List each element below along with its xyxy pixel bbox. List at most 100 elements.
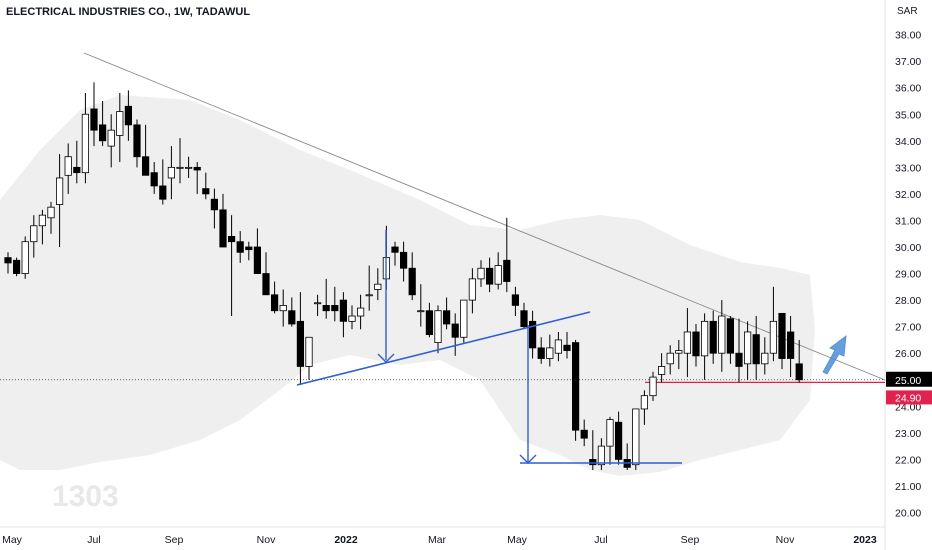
bullish-candle-body bbox=[116, 111, 124, 136]
symbol-watermark: 1303 bbox=[52, 480, 119, 513]
candle bbox=[408, 252, 416, 301]
bearish-candle-body bbox=[442, 310, 451, 325]
y-tick-label: 30.00 bbox=[895, 242, 921, 254]
bearish-candle-body bbox=[124, 105, 132, 126]
candle bbox=[425, 302, 434, 338]
candle bbox=[21, 236, 29, 279]
y-tick-label: 31.00 bbox=[895, 215, 921, 227]
bullish-candle-body bbox=[434, 310, 442, 343]
bearish-candle-body bbox=[778, 312, 786, 359]
descending-trendline bbox=[83, 52, 886, 381]
bullish-candle-body bbox=[313, 302, 322, 305]
bearish-candle-body bbox=[90, 108, 98, 131]
bearish-candle-body bbox=[227, 235, 236, 243]
candle bbox=[442, 297, 451, 330]
x-tick-label: Nov bbox=[257, 534, 276, 546]
x-tick-label: Jul bbox=[594, 534, 607, 546]
currency-label: SAR bbox=[897, 6, 918, 17]
candle bbox=[4, 252, 12, 274]
candle bbox=[141, 124, 150, 176]
candle bbox=[615, 411, 623, 465]
candle bbox=[116, 93, 124, 163]
candle bbox=[47, 201, 55, 234]
bullish-candle-body bbox=[701, 320, 709, 357]
candle bbox=[787, 316, 795, 378]
x-tick-label: May bbox=[2, 534, 23, 546]
candle bbox=[666, 345, 674, 375]
bullish-candle-body bbox=[761, 352, 769, 365]
candle bbox=[348, 305, 356, 330]
candle bbox=[572, 339, 580, 441]
bearish-candle-body bbox=[322, 305, 330, 312]
bearish-candle-body bbox=[589, 458, 597, 466]
bullish-candle-body bbox=[477, 267, 485, 280]
bullish-candle-body bbox=[546, 347, 554, 359]
bullish-candle-body bbox=[683, 331, 692, 354]
y-tick-label: 22.00 bbox=[895, 454, 921, 466]
bearish-candle-body bbox=[451, 323, 459, 338]
candle bbox=[546, 334, 554, 367]
candle bbox=[494, 252, 502, 290]
candle bbox=[245, 241, 253, 261]
candle bbox=[391, 241, 399, 266]
bearish-candle-body bbox=[735, 352, 743, 367]
candle bbox=[537, 337, 545, 364]
bullish-candle-body bbox=[356, 307, 365, 317]
bearish-candle-body bbox=[4, 257, 12, 264]
support-price-value: 24.90 bbox=[895, 392, 921, 404]
candle bbox=[296, 292, 305, 386]
candle bbox=[692, 323, 700, 367]
candle bbox=[718, 300, 726, 372]
bearish-candle-body bbox=[296, 320, 305, 367]
bearish-candle-body bbox=[399, 251, 408, 269]
bullish-candle-body bbox=[632, 408, 640, 466]
bearish-candle-body bbox=[795, 363, 803, 381]
bullish-candle-body bbox=[38, 214, 47, 227]
candle bbox=[554, 331, 563, 362]
candle bbox=[485, 257, 494, 293]
candle bbox=[184, 156, 193, 178]
candle bbox=[529, 310, 537, 359]
bearish-candle-body bbox=[219, 209, 227, 248]
bullish-candle-body bbox=[606, 419, 614, 447]
price-envelope bbox=[0, 95, 815, 476]
bullish-candle-body bbox=[649, 376, 657, 397]
bullish-candle-body bbox=[107, 129, 115, 147]
bullish-candle-body bbox=[184, 166, 193, 169]
bullish-candle-body bbox=[47, 206, 55, 219]
bullish-candle-body bbox=[769, 320, 778, 354]
bearish-candle-body bbox=[408, 267, 416, 296]
y-tick-label: 29.00 bbox=[895, 269, 921, 281]
y-tick-label: 26.00 bbox=[895, 348, 921, 360]
candle bbox=[580, 419, 588, 447]
bearish-candle-body bbox=[709, 320, 717, 354]
bullish-candle-body bbox=[81, 113, 89, 174]
candle bbox=[107, 114, 115, 168]
candle bbox=[709, 310, 717, 364]
bearish-candle-body bbox=[236, 241, 244, 253]
y-tick-label: 37.00 bbox=[895, 56, 921, 68]
candle bbox=[331, 286, 339, 322]
bullish-candle-body bbox=[675, 350, 683, 354]
candle bbox=[202, 172, 210, 200]
candle bbox=[606, 416, 614, 465]
bullish-candle-body bbox=[640, 395, 649, 410]
y-tick-label: 33.00 bbox=[895, 162, 921, 174]
candle bbox=[675, 339, 683, 370]
bearish-candle-body bbox=[752, 334, 760, 365]
bearish-candle-body bbox=[787, 331, 795, 359]
y-tick-label: 21.00 bbox=[895, 481, 921, 493]
bearish-candle-body bbox=[133, 124, 141, 158]
bullish-candle-body bbox=[554, 339, 563, 354]
candle bbox=[262, 252, 270, 296]
candle bbox=[632, 408, 640, 471]
candle bbox=[81, 93, 89, 184]
bearish-candle-body bbox=[572, 342, 580, 431]
x-tick-label: Nov bbox=[776, 534, 795, 546]
candle bbox=[451, 313, 459, 356]
bullish-candle-body bbox=[30, 225, 38, 243]
candle bbox=[339, 292, 348, 338]
bearish-candle-body bbox=[580, 429, 588, 439]
